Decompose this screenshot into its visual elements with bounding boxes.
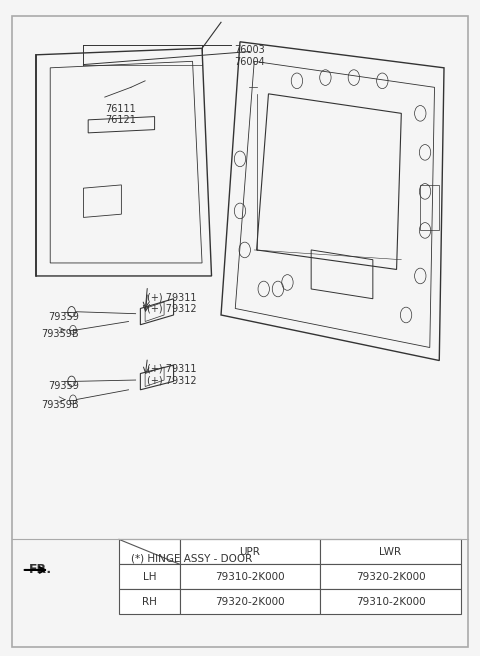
Text: RH: RH <box>142 597 157 607</box>
Text: (+) 79311
(+) 79312: (+) 79311 (+) 79312 <box>147 292 197 314</box>
Text: FR.: FR. <box>29 564 52 577</box>
Text: 76111
76121: 76111 76121 <box>105 104 136 125</box>
Bar <box>119 539 180 564</box>
Text: 79359B: 79359B <box>41 329 78 339</box>
Bar <box>119 564 180 589</box>
Text: 79359: 79359 <box>48 381 79 392</box>
Text: 79359B: 79359B <box>41 400 78 409</box>
Text: (*) HINGE ASSY - DOOR: (*) HINGE ASSY - DOOR <box>131 554 252 564</box>
Text: 76003
76004: 76003 76004 <box>234 45 265 67</box>
Bar <box>320 564 461 589</box>
Text: 79320-2K000: 79320-2K000 <box>215 597 285 607</box>
Text: 79310-2K000: 79310-2K000 <box>356 597 425 607</box>
Text: 79320-2K000: 79320-2K000 <box>356 572 425 582</box>
Bar <box>180 564 320 589</box>
Text: 79310-2K000: 79310-2K000 <box>215 572 285 582</box>
Bar <box>180 539 320 564</box>
Text: 79359: 79359 <box>48 312 79 321</box>
Text: LH: LH <box>143 572 156 582</box>
Text: (+) 79311
(+) 79312: (+) 79311 (+) 79312 <box>147 364 197 385</box>
Text: UPR: UPR <box>240 547 261 557</box>
Bar <box>320 539 461 564</box>
Bar <box>180 589 320 614</box>
Bar <box>320 589 461 614</box>
Text: LWR: LWR <box>379 547 401 557</box>
Bar <box>119 589 180 614</box>
